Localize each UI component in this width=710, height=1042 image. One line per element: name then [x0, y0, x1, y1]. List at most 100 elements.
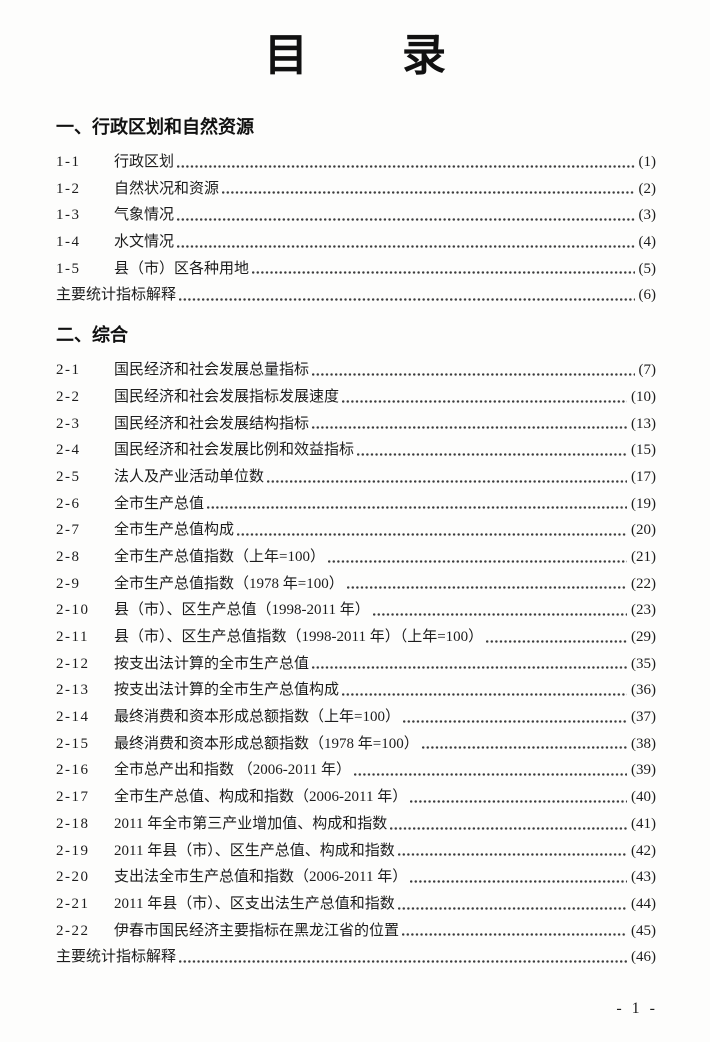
section-entry-list: 1-1 行政区划 (1) 1-2 自然状况和资源 (2) 1-3 气象情况 (3) 1-4 水文情况…	[56, 149, 656, 309]
entry-number: 2-2	[56, 388, 81, 405]
entry-title: 全市总产出和指数 （2006-2011 年）	[114, 762, 351, 779]
entry-number: 2-13	[56, 682, 90, 699]
dot-leader	[222, 189, 635, 197]
dot-leader	[410, 877, 627, 885]
dot-leader	[312, 370, 635, 378]
entry-page-number: (13)	[631, 415, 656, 432]
dot-leader	[207, 504, 627, 512]
dot-leader	[342, 691, 627, 699]
entry-page-number: (29)	[631, 629, 656, 645]
entry-page-number: (4)	[638, 234, 657, 251]
entry-number: 1-1	[56, 154, 81, 170]
entry-page-number: (20)	[631, 522, 656, 539]
dot-leader	[402, 931, 627, 939]
toc-entry: 1-5 县（市）区各种用地 (5)	[56, 256, 656, 283]
dot-leader	[372, 611, 627, 618]
toc-entry: 2-6 全市生产总值 (19)	[56, 491, 656, 518]
toc-entry: 1-1 行政区划 (1)	[56, 149, 656, 176]
toc-entry: 主要统计指标解释 (46)	[56, 944, 656, 971]
toc-sections: 一、行政区划和自然资源 1-1 行政区划 (1) 1-2 自然状况和资源 (2) 1-3 气象情…	[56, 116, 656, 971]
entry-number: 2-22	[56, 922, 90, 939]
entry-number: 2-8	[56, 548, 81, 565]
toc-entry: 2-20 支出法全市生产总值和指数（2006-2011 年） (43)	[56, 864, 656, 891]
toc-entry: 1-3 气象情况 (3)	[56, 202, 656, 229]
entry-title: 气象情况	[114, 207, 175, 224]
entry-page-number: (10)	[631, 388, 656, 405]
entry-title: 县（市）区各种用地	[114, 260, 250, 277]
dot-leader	[312, 424, 627, 432]
entry-number: 2-10	[56, 602, 90, 619]
entry-title: 按支出法计算的全市生产总值构成	[114, 682, 340, 699]
entry-title: 县（市）、区生产总值指数（1998-2011 年）（上年=100）	[114, 629, 484, 645]
dot-leader	[177, 242, 635, 250]
entry-number: 2-15	[56, 735, 90, 752]
dot-leader	[402, 717, 627, 725]
entry-page-number: (1)	[638, 154, 657, 170]
dot-leader	[397, 904, 627, 912]
dot-leader	[410, 797, 627, 805]
entry-page-number: (2)	[638, 180, 657, 197]
dot-leader	[486, 637, 627, 645]
entry-number: 2-6	[56, 495, 81, 512]
entry-page-number: (3)	[638, 207, 657, 224]
dot-leader	[177, 162, 635, 170]
page-number: - 1 -	[616, 1000, 658, 1017]
dot-leader	[252, 269, 635, 277]
toc-entry: 1-2 自然状况和资源 (2)	[56, 176, 656, 203]
toc-entry: 2-19 2011 年县（市）、区生产总值、构成和指数 (42)	[56, 838, 656, 865]
entry-page-number: (7)	[638, 362, 657, 379]
entry-number: 1-5	[56, 260, 81, 277]
dot-leader	[179, 957, 627, 965]
dot-leader	[421, 744, 627, 752]
entry-number: 1-4	[56, 234, 81, 251]
entry-page-number: (38)	[631, 735, 656, 752]
entry-page-number: (17)	[631, 468, 656, 485]
entry-number: 2-21	[56, 895, 90, 912]
toc-entry: 2-5 法人及产业活动单位数 (17)	[56, 464, 656, 491]
dot-leader	[342, 397, 627, 405]
dot-leader	[397, 851, 627, 859]
entry-title: 全市生产总值、构成和指数（2006-2011 年）	[114, 789, 408, 806]
entry-page-number: (22)	[631, 575, 656, 592]
entry-page-number: (5)	[638, 260, 657, 277]
entry-number: 2-7	[56, 522, 81, 539]
entry-page-number: (45)	[631, 922, 656, 939]
entry-number: 2-17	[56, 789, 90, 806]
entry-title: 全市生产总值指数（1978 年=100）	[114, 575, 344, 592]
entry-page-number: (37)	[631, 709, 656, 726]
page-title: 目 录	[264, 31, 448, 80]
dot-leader	[390, 824, 627, 832]
entry-title: 全市生产总值	[114, 495, 205, 512]
entry-number: 2-4	[56, 442, 81, 459]
entry-page-number: (21)	[631, 548, 656, 565]
entry-title: 2011 年县（市）、区生产总值、构成和指数	[114, 842, 395, 859]
toc-entry: 2-1 国民经济和社会发展总量指标 (7)	[56, 357, 656, 384]
entry-number: 1-3	[56, 207, 81, 224]
toc-entry: 2-9 全市生产总值指数（1978 年=100） (22)	[56, 571, 656, 598]
entry-page-number: (19)	[631, 495, 656, 512]
toc-entry: 2-2 国民经济和社会发展指标发展速度 (10)	[56, 384, 656, 411]
entry-title: 国民经济和社会发展比例和效益指标	[114, 442, 355, 459]
dot-leader	[179, 296, 635, 304]
dot-leader	[177, 216, 635, 224]
entry-page-number: (41)	[631, 815, 656, 832]
entry-title: 2011 年县（市）、区支出法生产总值和指数	[114, 895, 395, 912]
section-heading: 一、行政区划和自然资源	[56, 117, 254, 137]
entry-page-number: (42)	[631, 842, 656, 859]
entry-number: 2-12	[56, 655, 90, 672]
entry-title: 县（市）、区生产总值（1998-2011 年）	[114, 602, 370, 619]
toc-entry: 1-4 水文情况 (4)	[56, 229, 656, 256]
entry-number: 2-19	[56, 842, 90, 859]
section-entry-list: 2-1 国民经济和社会发展总量指标 (7) 2-2 国民经济和社会发展指标发展速度 (10…	[56, 357, 656, 971]
toc-entry: 2-12 按支出法计算的全市生产总值 (35)	[56, 651, 656, 678]
entry-title: 全市生产总值构成	[114, 522, 235, 539]
toc-entry: 2-21 2011 年县（市）、区支出法生产总值和指数 (44)	[56, 891, 656, 918]
entry-title: 最终消费和资本形成总额指数（1978 年=100）	[114, 735, 419, 752]
entry-page-number: (46)	[631, 949, 656, 966]
entry-title: 支出法全市生产总值和指数（2006-2011 年）	[114, 869, 408, 886]
entry-number: 2-5	[56, 468, 81, 485]
entry-number: 2-9	[56, 575, 81, 592]
entry-number: 2-14	[56, 709, 90, 726]
toc-entry: 2-11 县（市）、区生产总值指数（1998-2011 年）（上年=100） (29…	[56, 624, 656, 651]
